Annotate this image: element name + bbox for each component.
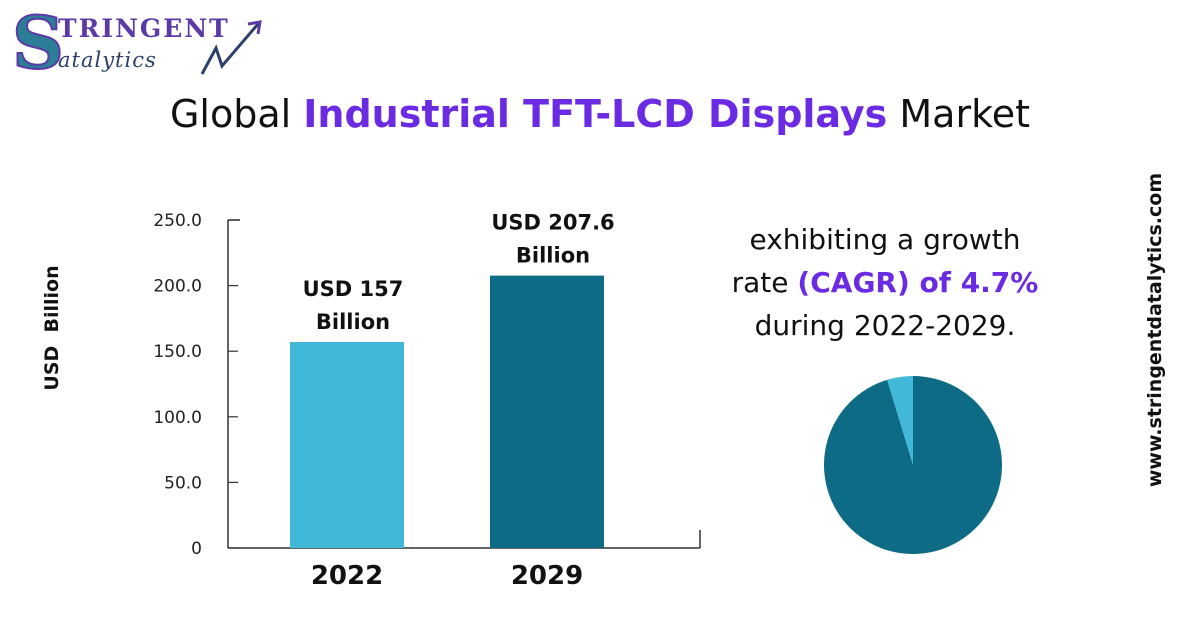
data-label-2029: Billion — [516, 244, 590, 268]
data-labels: USD 157 Billion USD 207.6 Billion — [303, 211, 615, 334]
pie-slice-1 — [824, 376, 1002, 554]
y-tick-label: 50.0 — [164, 473, 202, 493]
y-tick-label: 0 — [191, 539, 202, 559]
y-tick-label: 250.0 — [153, 211, 202, 231]
page-title: Global Industrial TFT-LCD Displays Marke… — [0, 92, 1200, 136]
logo-arrow-icon — [200, 20, 262, 75]
data-label-2022: Billion — [316, 310, 390, 334]
website-url[interactable]: www.stringentdatalytics.com — [1140, 173, 1170, 487]
logo-word-bottom: atalytics — [58, 48, 157, 72]
cagr-line-3: during 2022-2029. — [754, 309, 1016, 342]
category-label-2022: 2022 — [311, 561, 383, 591]
cagr-text: exhibiting a growth rate (CAGR) of 4.7% … — [720, 218, 1050, 347]
cagr-line-2-prefix: rate — [731, 266, 798, 299]
company-logo: S TRINGENT atalytics — [10, 0, 265, 86]
y-tick-label: 100.0 — [153, 408, 202, 428]
bar-2029 — [490, 275, 604, 548]
title-prefix: Global — [169, 92, 304, 136]
bar-chart: 0 50.0 100.0 150.0 200.0 250.0 USD 157 Billion… — [41, 211, 701, 591]
y-tick-label: 200.0 — [153, 277, 202, 297]
cagr-line-2: rate (CAGR) of 4.7% — [720, 261, 1050, 304]
category-label-2029: 2029 — [511, 561, 583, 591]
cagr-highlight: (CAGR) of 4.7% — [797, 266, 1039, 299]
data-label-2029: USD 207.6 — [491, 211, 614, 235]
logo-initial: S — [11, 0, 65, 86]
category-labels: 2022 2029 — [311, 561, 583, 591]
y-tick-label: 150.0 — [153, 342, 202, 362]
y-axis-ticks: 0 50.0 100.0 150.0 200.0 250.0 — [153, 211, 238, 559]
cagr-pie-chart — [824, 376, 1002, 554]
bars — [290, 275, 604, 548]
y-axis-label: USD Billion — [41, 265, 63, 390]
title-suffix: Market — [887, 92, 1031, 136]
bar-2022 — [290, 342, 404, 548]
pie-slice-0 — [887, 376, 913, 465]
website-text[interactable]: www.stringentdatalytics.com — [1144, 172, 1166, 488]
data-label-2022: USD 157 — [303, 277, 404, 301]
logo-word-top: TRINGENT — [58, 14, 230, 43]
title-highlight: Industrial TFT-LCD Displays — [303, 92, 888, 136]
cagr-line-1: exhibiting a growth — [749, 223, 1021, 256]
